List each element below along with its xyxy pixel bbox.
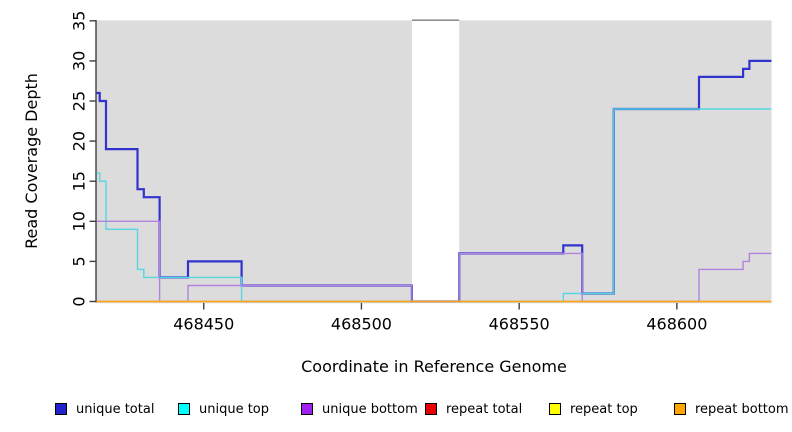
series-line-unique-top: [96, 108, 772, 303]
legend-item-repeat-top: repeat top: [549, 398, 638, 420]
y-tick-label: 0: [70, 296, 89, 306]
legend-item-repeat-bottom: repeat bottom: [674, 398, 789, 420]
legend-label: repeat top: [570, 401, 638, 417]
y-tick-label: 30: [70, 51, 89, 71]
legend-label: unique bottom: [322, 401, 418, 417]
legend-item-unique-total: unique total: [55, 398, 154, 420]
legend-swatch-unique-top: [178, 403, 190, 415]
y-axis-title: Read Coverage Depth: [22, 73, 41, 249]
y-tick-label: 25: [70, 91, 89, 111]
legend-label: unique top: [199, 401, 270, 417]
y-tick-label: 20: [70, 131, 89, 151]
x-tick-label: 468450: [173, 315, 234, 334]
legend-item-unique-bottom: unique bottom: [301, 398, 418, 420]
legend-item-unique-top: unique top: [178, 398, 269, 420]
legend-label: unique total: [76, 401, 155, 417]
x-tick-label: 468500: [331, 315, 392, 334]
legend-swatch-repeat-top: [549, 403, 561, 415]
gap-band: [411, 19, 460, 304]
legend-swatch-unique-total: [55, 403, 67, 415]
plot-area: 0 5 10 15 20 25 30 35 468450 468500 468550 468600 C…: [22, 11, 772, 376]
x-axis-title: Coordinate in Reference Genome: [301, 357, 567, 376]
y-tick-label: 15: [70, 171, 89, 191]
legend-label: repeat bottom: [695, 401, 789, 417]
x-tick-label: 468550: [489, 315, 550, 334]
y-tick-label: 5: [70, 256, 89, 266]
legend-item-repeat-total: repeat total: [425, 398, 522, 420]
legend-swatch-unique-bottom: [301, 403, 313, 415]
y-tick-label: 35: [70, 11, 89, 31]
legend-swatch-repeat-bottom: [674, 403, 686, 415]
x-tick-label: 468600: [646, 315, 707, 334]
legend-swatch-repeat-total: [425, 403, 437, 415]
legend: unique total unique top unique bottom repea…: [0, 398, 792, 422]
legend-label: repeat total: [446, 401, 523, 417]
y-tick-label: 10: [70, 211, 89, 231]
